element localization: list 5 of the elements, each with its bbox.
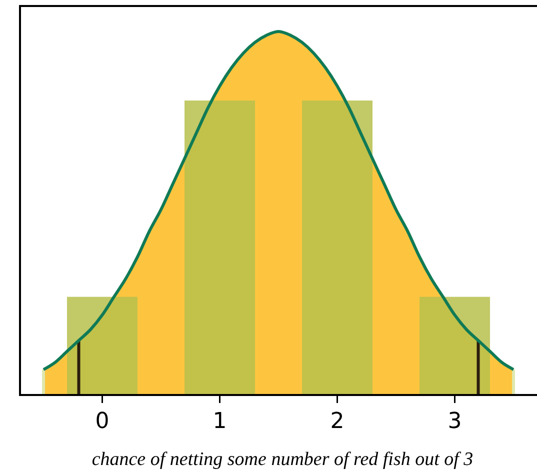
x-tick-label: 2	[330, 409, 344, 434]
x-tick-label: 1	[212, 409, 227, 434]
x-tick-label: 3	[448, 409, 462, 434]
x-tick-label: 0	[95, 409, 110, 434]
x-axis-title: chance of netting some number of red fish out of 3	[92, 449, 474, 470]
